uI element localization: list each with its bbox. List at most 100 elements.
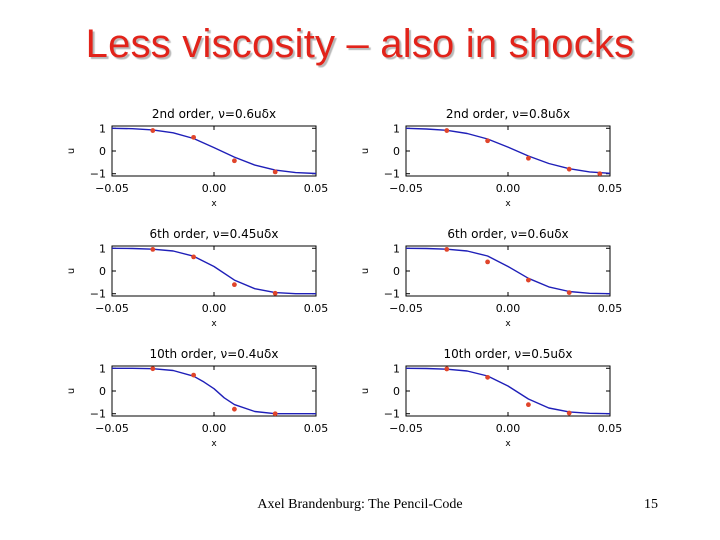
x-tick-label: −0.05 bbox=[95, 422, 129, 435]
y-tick-label: 1 bbox=[99, 362, 106, 375]
y-tick-label: −1 bbox=[384, 288, 400, 301]
chart-panel-6: 10th order, ν=0.5uδx −0.05 0.00 0.05 x 1 0 −1 u bbox=[360, 347, 622, 449]
data-point bbox=[526, 277, 531, 283]
data-point bbox=[272, 411, 278, 417]
chart-panel-4: 6th order, ν=0.6uδx −0.05 0.00 0.05 x 1 0 −1 u bbox=[360, 227, 622, 329]
footer-text: Axel Brandenburg: The Pencil-Code bbox=[257, 497, 463, 512]
y-tick-label: 0 bbox=[99, 265, 106, 278]
solution-curve bbox=[405, 127, 611, 174]
x-tick-label: 0.00 bbox=[202, 302, 227, 315]
plot-frame bbox=[111, 125, 317, 177]
data-point bbox=[150, 128, 156, 133]
y-axis-label: u bbox=[360, 268, 371, 274]
data-point bbox=[485, 374, 490, 380]
slide-title: Less viscosity – also in shocks bbox=[85, 22, 635, 66]
data-point bbox=[150, 366, 156, 372]
data-point bbox=[191, 134, 197, 140]
y-axis-label: u bbox=[66, 148, 77, 154]
x-tick-label: −0.05 bbox=[95, 302, 129, 315]
data-point bbox=[272, 290, 278, 296]
y-tick-label: 0 bbox=[99, 385, 106, 398]
plot-frame bbox=[405, 245, 611, 297]
page-number: 15 bbox=[644, 497, 658, 512]
x-axis-label: x bbox=[211, 319, 217, 329]
data-point bbox=[150, 247, 156, 252]
chart-title: 10th order, ν=0.5uδx bbox=[444, 347, 573, 361]
x-tick-label: 0.05 bbox=[598, 302, 623, 315]
plot-frame bbox=[405, 125, 611, 177]
chart-title: 6th order, ν=0.45uδx bbox=[150, 227, 279, 241]
y-tick-label: 0 bbox=[393, 265, 400, 278]
x-axis-label: x bbox=[211, 199, 217, 209]
x-tick-label: −0.05 bbox=[389, 302, 423, 315]
plot-frame bbox=[405, 365, 611, 417]
data-point bbox=[597, 171, 603, 177]
y-tick-label: 0 bbox=[99, 145, 106, 158]
x-tick-label: −0.05 bbox=[95, 182, 129, 195]
data-point bbox=[191, 254, 197, 260]
data-point bbox=[526, 155, 531, 161]
y-tick-label: −1 bbox=[90, 408, 106, 421]
y-axis-label: u bbox=[66, 268, 77, 274]
y-tick-label: 0 bbox=[393, 385, 400, 398]
x-tick-label: 0.00 bbox=[202, 422, 227, 435]
x-tick-label: 0.05 bbox=[304, 302, 329, 315]
x-tick-label: −0.05 bbox=[389, 422, 423, 435]
data-point bbox=[232, 282, 237, 288]
data-point bbox=[485, 138, 490, 144]
x-tick-label: 0.05 bbox=[304, 182, 329, 195]
chart-panel-2: 2nd order, ν=0.8uδx −0.05 0.00 0.05 x 1 0 −1 u bbox=[360, 107, 622, 209]
x-tick-label: 0.05 bbox=[598, 182, 623, 195]
data-point bbox=[272, 169, 278, 175]
x-axis-label: x bbox=[505, 439, 511, 449]
x-axis-label: x bbox=[505, 319, 511, 329]
plot-frame bbox=[111, 365, 317, 417]
x-tick-label: 0.00 bbox=[202, 182, 227, 195]
solution-curve bbox=[112, 367, 316, 415]
chart-title: 10th order, ν=0.4uδx bbox=[150, 347, 279, 361]
data-point bbox=[444, 247, 450, 252]
y-tick-label: 1 bbox=[99, 122, 106, 135]
data-point bbox=[526, 402, 531, 408]
x-axis-label: x bbox=[211, 439, 217, 449]
x-tick-label: 0.00 bbox=[496, 302, 521, 315]
data-point bbox=[191, 372, 197, 378]
solution-curve bbox=[111, 247, 316, 295]
data-point bbox=[566, 166, 572, 172]
solution-curve bbox=[405, 367, 611, 415]
y-tick-label: −1 bbox=[384, 168, 400, 181]
solution-curve bbox=[111, 127, 317, 175]
chart-title: 2nd order, ν=0.8uδx bbox=[446, 107, 570, 121]
y-tick-label: 1 bbox=[393, 242, 400, 255]
chart-title: 2nd order, ν=0.6uδx bbox=[152, 107, 276, 121]
x-axis-label: x bbox=[505, 199, 511, 209]
chart-panel-3: 6th order, ν=0.45uδx −0.05 0.00 0.05 x 1 0 −1 u bbox=[66, 227, 328, 329]
y-tick-label: 1 bbox=[99, 242, 106, 255]
data-point bbox=[232, 158, 237, 164]
data-point bbox=[485, 259, 490, 265]
data-point bbox=[566, 290, 572, 295]
y-tick-label: 0 bbox=[393, 145, 400, 158]
data-point bbox=[232, 406, 237, 412]
y-axis-label: u bbox=[360, 388, 371, 394]
data-point bbox=[444, 366, 450, 372]
x-tick-label: −0.05 bbox=[389, 182, 423, 195]
x-tick-label: 0.05 bbox=[304, 422, 329, 435]
y-tick-label: 1 bbox=[393, 122, 400, 135]
chart-panel-1: 2nd order, ν=0.6uδx −0.05 0.00 0.05 x 1 0 −1 u bbox=[66, 107, 328, 209]
x-tick-label: 0.00 bbox=[496, 422, 521, 435]
y-tick-label: −1 bbox=[384, 408, 400, 421]
chart-panel-5: 10th order, ν=0.4uδx −0.05 0.00 0.05 x 1 0 −1 u bbox=[66, 347, 328, 449]
y-axis-label: u bbox=[360, 148, 371, 154]
chart-title: 6th order, ν=0.6uδx bbox=[447, 227, 568, 241]
data-point bbox=[444, 128, 450, 133]
plot-frame bbox=[111, 245, 317, 297]
data-point bbox=[566, 410, 572, 416]
y-tick-label: −1 bbox=[90, 288, 106, 301]
solution-curve bbox=[405, 247, 611, 295]
y-tick-label: −1 bbox=[90, 168, 106, 181]
y-tick-label: 1 bbox=[393, 362, 400, 375]
y-axis-label: u bbox=[66, 388, 77, 394]
x-tick-label: 0.05 bbox=[598, 422, 623, 435]
